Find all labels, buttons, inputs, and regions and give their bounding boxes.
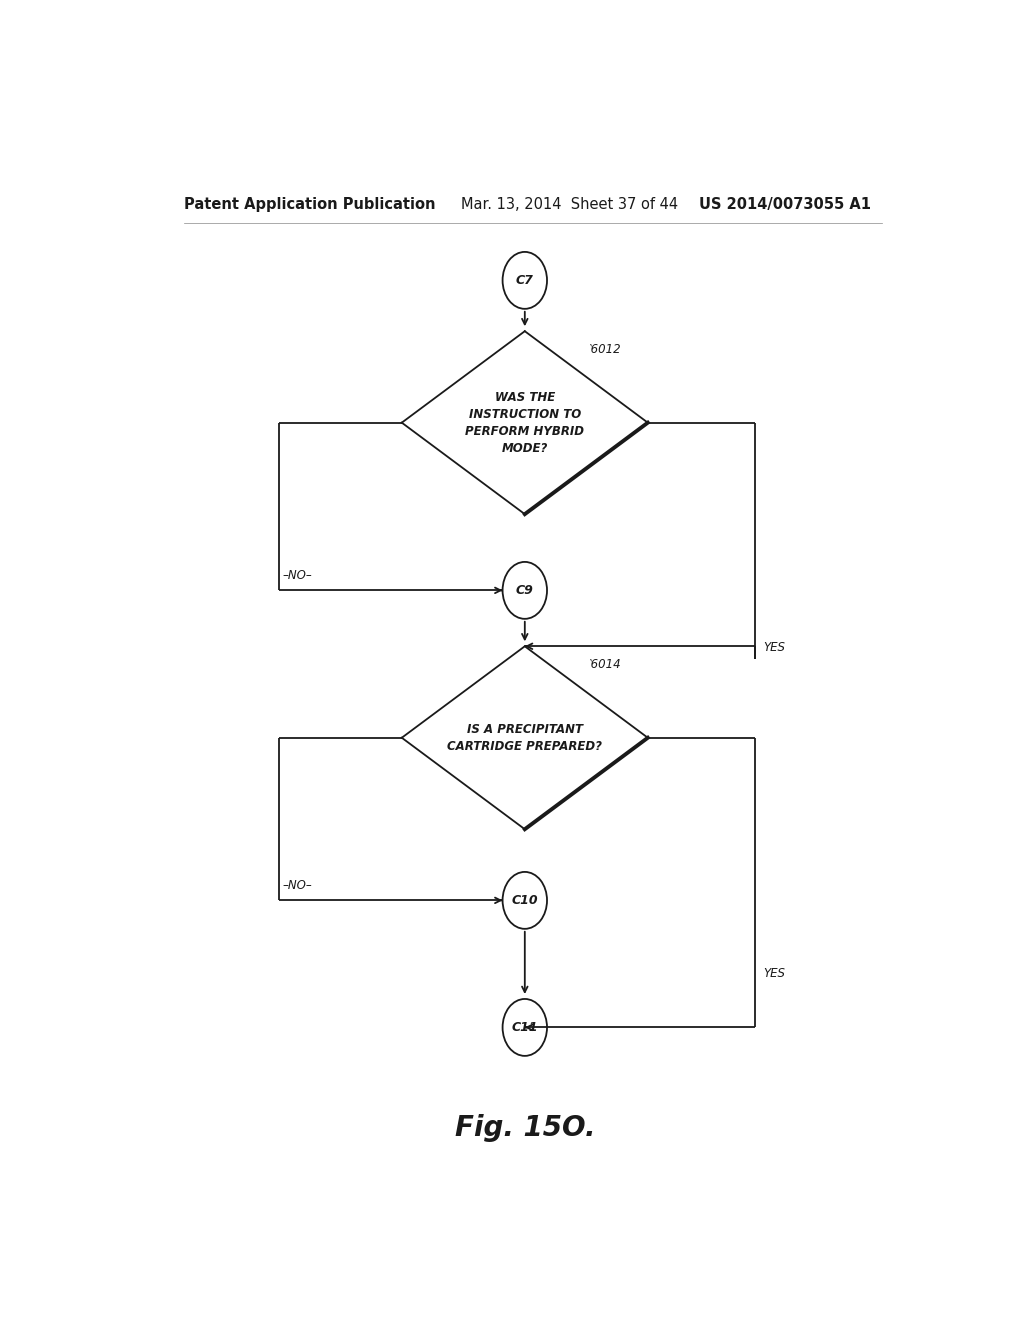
Text: YES: YES (763, 968, 784, 979)
Text: ‵6014: ‵6014 (589, 659, 622, 671)
Text: –NO–: –NO– (283, 879, 312, 892)
Text: US 2014/0073055 A1: US 2014/0073055 A1 (699, 197, 871, 211)
Text: C10: C10 (511, 894, 539, 907)
Text: –NO–: –NO– (283, 569, 312, 582)
Text: C7: C7 (516, 273, 534, 286)
Text: YES: YES (763, 640, 784, 653)
Text: Fig. 15O.: Fig. 15O. (455, 1114, 595, 1142)
Text: ‵6012: ‵6012 (589, 343, 622, 356)
Text: Patent Application Publication: Patent Application Publication (183, 197, 435, 211)
Text: WAS THE
INSTRUCTION TO
PERFORM HYBRID
MODE?: WAS THE INSTRUCTION TO PERFORM HYBRID MO… (465, 391, 585, 454)
Text: Mar. 13, 2014  Sheet 37 of 44: Mar. 13, 2014 Sheet 37 of 44 (461, 197, 679, 211)
Text: C11: C11 (511, 1020, 539, 1034)
Text: IS A PRECIPITANT
CARTRIDGE PREPARED?: IS A PRECIPITANT CARTRIDGE PREPARED? (447, 723, 602, 752)
Text: C9: C9 (516, 583, 534, 597)
